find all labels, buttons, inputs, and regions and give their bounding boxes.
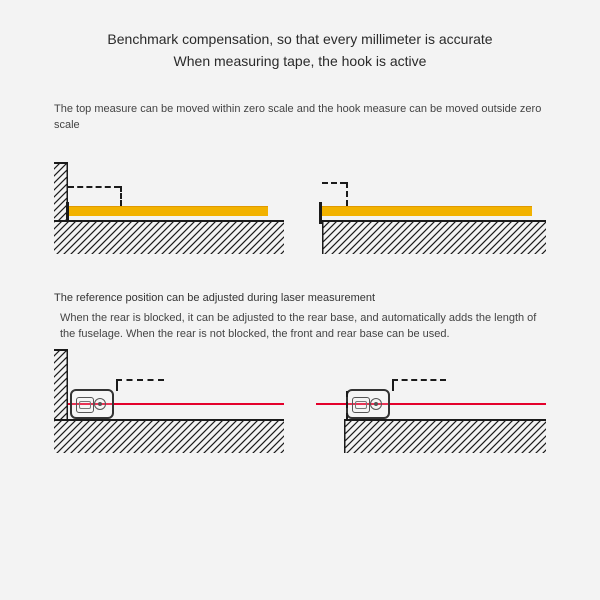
tape-hook [319,202,322,224]
tape [322,206,532,216]
diagram-tape-push [54,162,284,252]
laser-device [70,389,114,419]
floor [54,220,284,252]
section2-title: The reference position can be adjusted d… [0,292,600,304]
diagram-tape-pull [316,162,546,252]
title-line-2: When measuring tape, the hook is active [0,50,600,72]
floor [344,419,546,451]
tape [68,206,268,216]
dash-h [116,379,164,381]
title-line-1: Benchmark compensation, so that every mi… [0,28,600,50]
floor [322,220,546,252]
section2-body: When the rear is blocked, it can be adju… [0,310,600,343]
floor [54,419,284,451]
dash-v [346,182,348,206]
tape-hook [66,202,69,220]
section1-caption: The top measure can be moved within zero… [0,101,600,134]
tape-row [0,162,600,252]
laser-device [346,389,390,419]
dash-v [120,186,122,206]
dash-h [322,182,346,184]
dash-h [392,379,446,381]
diagram-laser-wall [54,361,284,451]
diagram-laser-free [316,361,546,451]
wall [54,349,68,419]
dash-h [68,186,120,188]
dash-v-rear [346,391,348,419]
title-block: Benchmark compensation, so that every mi… [0,0,600,73]
laser-row [0,361,600,451]
